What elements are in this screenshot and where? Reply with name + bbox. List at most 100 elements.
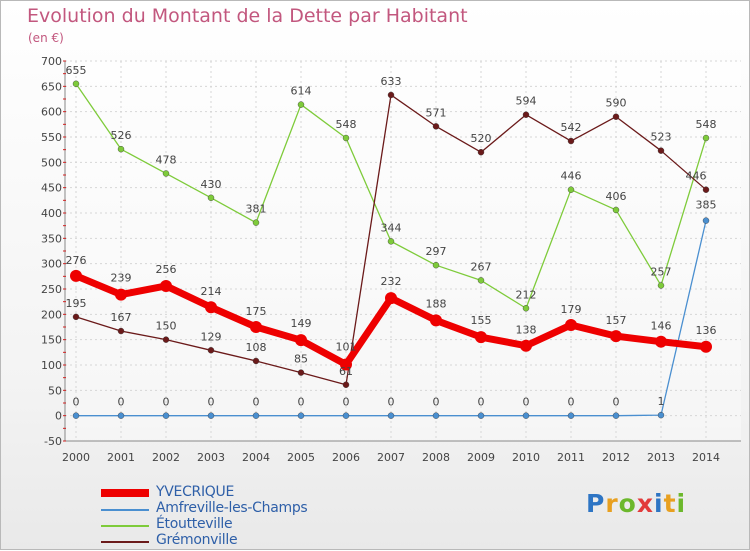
y-tick-label: 0 xyxy=(55,410,62,423)
data-point-gremonville xyxy=(342,381,350,388)
data-point-etoutteville xyxy=(297,101,305,108)
data-label-yvecrique: 101 xyxy=(336,340,357,353)
data-label-gremonville: 61 xyxy=(339,365,353,378)
data-point-etoutteville xyxy=(657,282,665,289)
data-label-amfreville-les-champs: 1 xyxy=(658,395,665,408)
data-point-amfreville-les-champs xyxy=(117,412,125,419)
data-label-gremonville: 150 xyxy=(156,320,177,333)
data-label-yvecrique: 276 xyxy=(66,254,87,267)
y-tick-label: 300 xyxy=(41,258,62,271)
legend-label-etoutteville: Étoutteville xyxy=(156,516,233,532)
y-tick-label: 100 xyxy=(41,359,62,372)
data-point-amfreville-les-champs xyxy=(477,412,485,419)
logo-letter: o xyxy=(618,489,637,518)
data-point-amfreville-les-champs xyxy=(702,217,710,224)
logo-letter: x xyxy=(636,489,654,518)
data-label-yvecrique: 179 xyxy=(561,303,582,316)
data-point-amfreville-les-champs xyxy=(567,412,575,419)
logo-letter: i xyxy=(676,489,687,518)
data-label-etoutteville: 267 xyxy=(471,260,492,273)
y-tick-label: 250 xyxy=(41,283,62,296)
data-label-etoutteville: 614 xyxy=(291,85,312,98)
data-label-gremonville: 167 xyxy=(111,311,132,324)
data-point-gremonville xyxy=(657,147,665,154)
data-label-yvecrique: 239 xyxy=(111,272,132,285)
x-tick-label: 2013 xyxy=(647,451,675,464)
data-point-gremonville xyxy=(567,137,575,145)
x-tick-label: 2010 xyxy=(512,451,540,464)
data-label-etoutteville: 344 xyxy=(381,221,402,234)
data-point-amfreville-les-champs xyxy=(252,412,260,419)
data-label-gremonville: 542 xyxy=(561,121,582,134)
logo-letter: r xyxy=(605,489,619,518)
y-tick-label: -50 xyxy=(44,435,62,448)
data-point-etoutteville xyxy=(612,206,620,214)
data-point-etoutteville xyxy=(432,261,440,269)
data-point-gremonville xyxy=(702,186,710,193)
data-point-yvecrique xyxy=(115,288,127,301)
data-label-etoutteville: 478 xyxy=(156,153,177,166)
data-point-yvecrique xyxy=(610,330,622,343)
x-tick-label: 2001 xyxy=(107,451,135,464)
x-tick-label: 2009 xyxy=(467,451,495,464)
data-point-yvecrique xyxy=(340,358,352,371)
data-label-amfreville-les-champs: 0 xyxy=(478,396,485,409)
proxiti-logo: Proxiti xyxy=(586,489,686,518)
data-label-etoutteville: 212 xyxy=(516,288,537,301)
data-label-etoutteville: 548 xyxy=(336,118,357,131)
data-point-etoutteville xyxy=(72,80,80,88)
data-point-etoutteville xyxy=(117,145,125,153)
legend-swatch-gremonville xyxy=(101,541,149,543)
data-point-gremonville xyxy=(387,91,395,99)
y-tick-label: 650 xyxy=(41,80,62,93)
plot-area xyxy=(65,61,741,441)
data-point-gremonville xyxy=(522,111,530,118)
data-point-amfreville-les-champs xyxy=(297,412,305,419)
data-label-gremonville: 195 xyxy=(66,297,87,310)
x-tick-label: 2004 xyxy=(242,451,270,464)
data-label-etoutteville: 655 xyxy=(66,64,87,77)
data-label-amfreville-les-champs: 0 xyxy=(523,396,530,409)
data-point-yvecrique xyxy=(475,331,487,344)
data-label-etoutteville: 297 xyxy=(426,245,447,258)
data-label-gremonville: 571 xyxy=(426,106,447,119)
data-label-gremonville: 85 xyxy=(294,353,308,366)
data-label-gremonville: 520 xyxy=(471,132,492,145)
x-tick-label: 2005 xyxy=(287,451,315,464)
data-point-yvecrique xyxy=(430,314,442,327)
data-point-amfreville-les-champs xyxy=(432,412,440,419)
data-point-etoutteville xyxy=(387,238,395,245)
data-point-etoutteville xyxy=(207,194,215,202)
data-label-amfreville-les-champs: 0 xyxy=(208,396,215,409)
data-label-amfreville-les-champs: 0 xyxy=(118,396,125,409)
data-point-gremonville xyxy=(252,357,260,365)
data-label-etoutteville: 257 xyxy=(651,265,672,278)
x-tick-label: 2011 xyxy=(557,451,585,464)
y-tick-label: 400 xyxy=(41,207,62,220)
x-tick-label: 2006 xyxy=(332,451,360,464)
data-label-yvecrique: 175 xyxy=(246,305,267,318)
data-label-etoutteville: 381 xyxy=(246,203,267,216)
legend-label-gremonville: Grémonville xyxy=(156,532,238,548)
data-point-yvecrique xyxy=(160,279,172,292)
y-tick-label: 450 xyxy=(41,182,62,195)
y-tick-label: 50 xyxy=(48,384,62,397)
data-label-yvecrique: 188 xyxy=(426,297,447,310)
data-point-gremonville xyxy=(72,313,80,321)
data-label-etoutteville: 526 xyxy=(111,129,132,142)
data-point-etoutteville xyxy=(702,134,710,142)
y-tick-label: 500 xyxy=(41,156,62,169)
data-label-gremonville: 633 xyxy=(381,75,402,88)
data-point-gremonville xyxy=(477,148,485,156)
data-point-amfreville-les-champs xyxy=(522,412,530,419)
data-point-gremonville xyxy=(162,336,170,343)
data-label-gremonville: 594 xyxy=(516,95,537,108)
logo-letter: i xyxy=(654,489,664,518)
data-label-amfreville-les-champs: 0 xyxy=(253,396,260,409)
data-label-yvecrique: 232 xyxy=(381,275,402,288)
data-point-etoutteville xyxy=(342,134,350,142)
data-label-amfreville-les-champs: 0 xyxy=(298,396,305,409)
logo-letter: t xyxy=(663,489,677,518)
data-label-yvecrique: 149 xyxy=(291,317,312,330)
